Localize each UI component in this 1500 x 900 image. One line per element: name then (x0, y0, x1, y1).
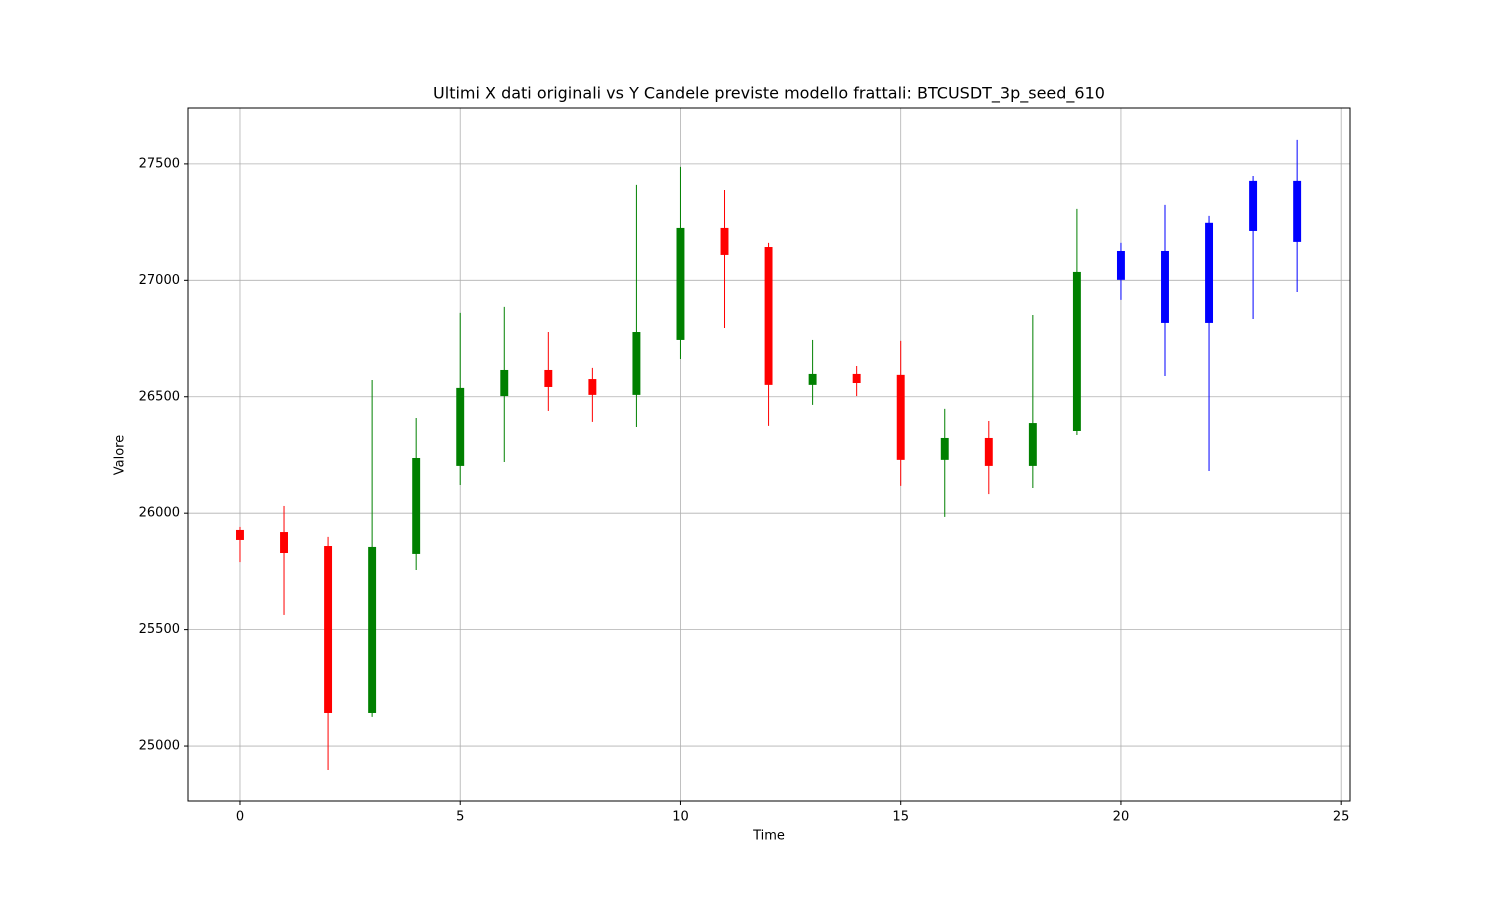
candle-body (1293, 180, 1302, 242)
candle-body (456, 387, 465, 466)
candle-body (1249, 180, 1258, 231)
y-tick-label: 26000 (139, 506, 180, 521)
candle-body (720, 227, 729, 255)
candle-body (236, 529, 244, 540)
candle-body (1205, 222, 1214, 323)
candle-body (1116, 250, 1125, 280)
candle-body (412, 457, 421, 554)
candle-body (544, 369, 553, 387)
x-tick-label: 10 (672, 810, 689, 825)
candle-body (676, 227, 685, 340)
y-tick-label: 25000 (139, 739, 180, 754)
candle-body (324, 546, 333, 713)
candle-body (896, 374, 905, 460)
x-tick-label: 0 (236, 810, 244, 825)
x-tick-label: 25 (1333, 810, 1350, 825)
candle-body (280, 532, 288, 554)
candle-body (1161, 250, 1169, 323)
candle-body (500, 369, 509, 397)
candle-body (1072, 271, 1081, 431)
candle-body (984, 437, 993, 466)
y-tick-label: 27000 (139, 273, 180, 288)
candle-body (588, 379, 597, 395)
x-tick-label: 15 (892, 810, 909, 825)
candle-body (852, 373, 861, 384)
y-tick-label: 26500 (139, 389, 180, 404)
candle-body (940, 437, 949, 460)
x-tick-label: 5 (456, 810, 464, 825)
plot-frame (187, 107, 1351, 802)
candle-body (368, 546, 377, 713)
candle-body (764, 247, 773, 385)
candle-body (1028, 423, 1037, 466)
y-tick-label: 27500 (139, 156, 180, 171)
chart-title: Ultimi X dati originali vs Y Candele pre… (433, 84, 1105, 104)
y-axis-label: Valore (113, 435, 128, 475)
x-axis-label: Time (752, 829, 785, 844)
candle-body (632, 332, 641, 395)
candle-body (808, 373, 817, 385)
y-tick-label: 25500 (139, 622, 180, 637)
x-tick-label: 20 (1113, 810, 1130, 825)
